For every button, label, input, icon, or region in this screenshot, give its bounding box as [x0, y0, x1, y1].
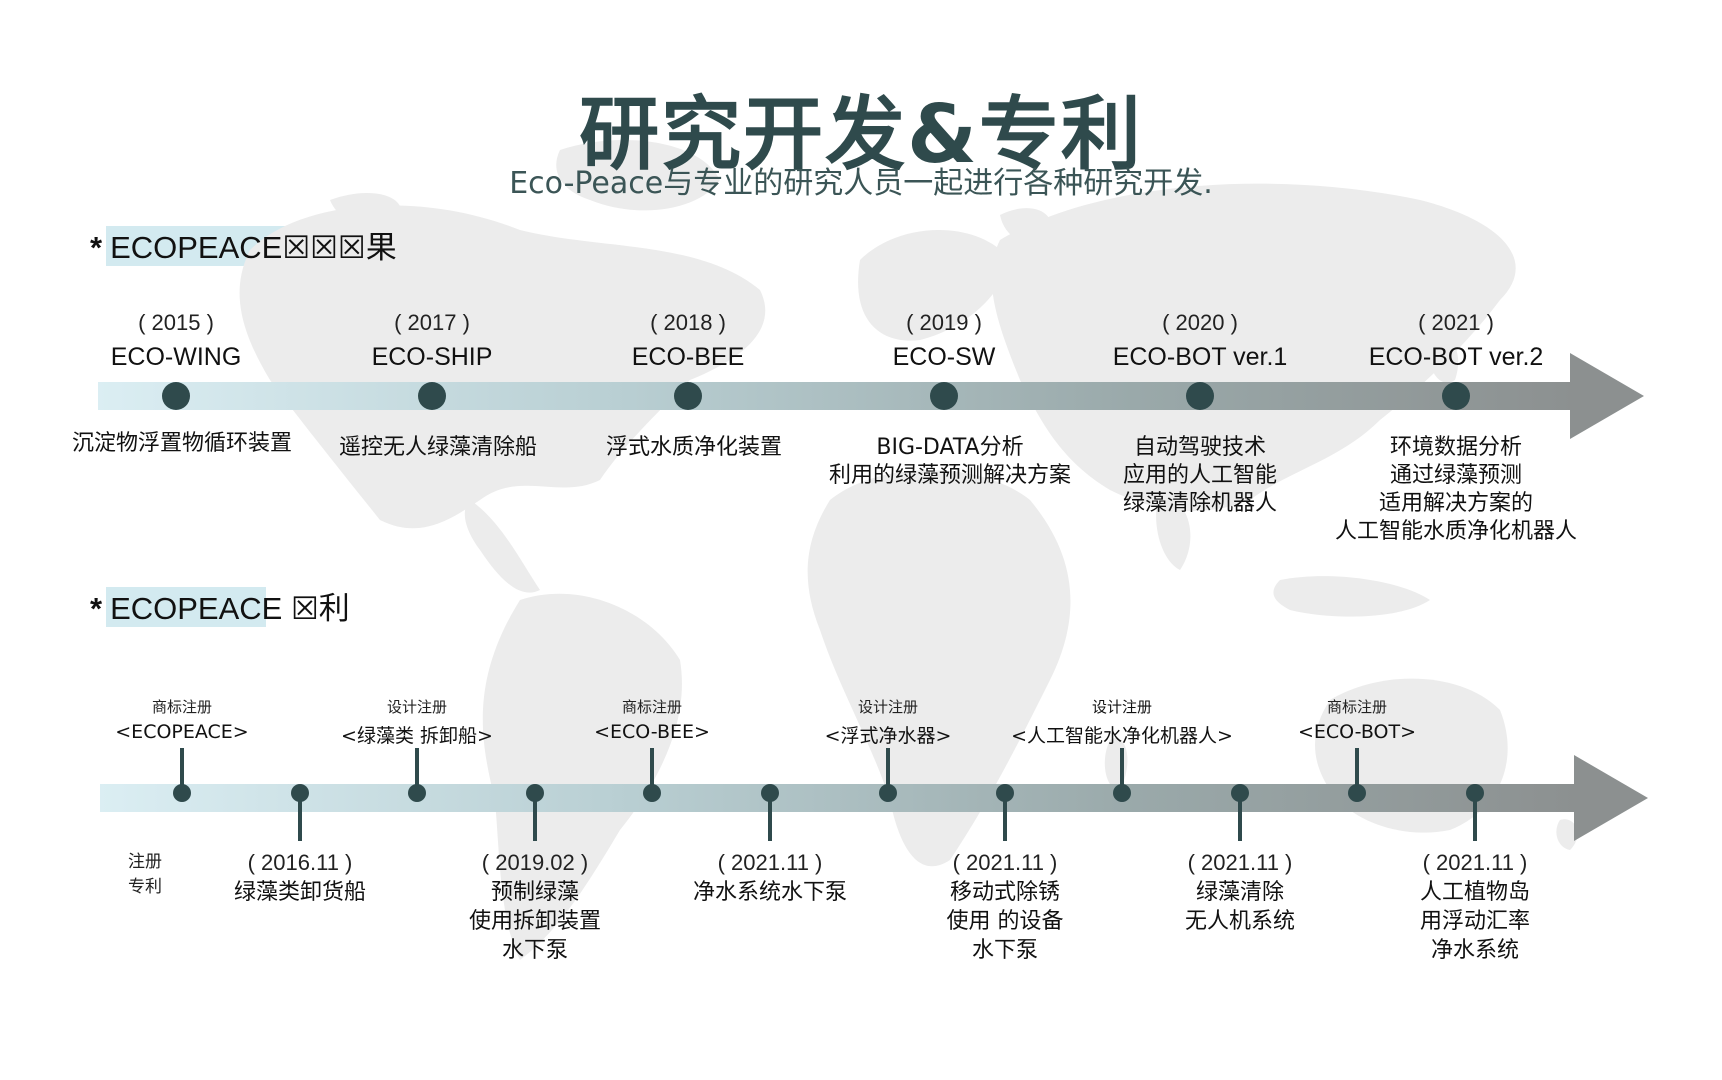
result-name: ECO-SW	[892, 343, 996, 371]
timeline-stem	[298, 796, 302, 841]
section-label: ECOPEACE☒☒☒果	[110, 230, 397, 265]
result-name: ECO-SHIP	[371, 343, 493, 371]
timeline-dot	[1466, 784, 1484, 802]
timeline-stem	[180, 748, 184, 790]
result-year: ( 2015 )	[138, 310, 214, 335]
timeline-arrow-patents	[1574, 755, 1648, 841]
timeline-stem	[1355, 748, 1359, 790]
result-desc: BIG-DATA分析 利用的绿藻预测解决方案	[828, 435, 1072, 488]
result-year: ( 2018 )	[650, 310, 726, 335]
patent-date: ( 2021.11 )	[1422, 850, 1528, 875]
timeline-dot	[1113, 784, 1131, 802]
result-name: ECO-WING	[110, 343, 242, 371]
registration-name: <ECO-BEE>	[594, 721, 710, 743]
timeline-stem	[768, 796, 772, 841]
legend-patent: 专利	[128, 877, 162, 897]
timeline-dot	[930, 382, 958, 410]
timeline-dot	[643, 784, 661, 802]
timeline-stem	[650, 748, 654, 790]
patent-date: ( 2016.11 )	[247, 850, 353, 875]
timeline-stem	[533, 796, 537, 841]
timeline-stem	[415, 748, 419, 790]
page-title: 研究开发&专利	[579, 88, 1143, 181]
timeline-dot	[1348, 784, 1366, 802]
result-desc: 环境数据分析 通过绿藻预测 适用解决方案的 人工智能水质净化机器人	[1334, 435, 1578, 544]
result-desc: 沉淀物浮置物循环装置	[71, 431, 293, 456]
timeline-arrow-results	[1570, 353, 1644, 439]
result-name: ECO-BOT ver.1	[1112, 343, 1288, 371]
timeline-dot	[879, 784, 897, 802]
result-year: ( 2019 )	[906, 310, 982, 335]
patent-desc: 净水系统水下泵	[692, 880, 848, 905]
timeline-dot	[291, 784, 309, 802]
registration-type: 商标注册	[151, 698, 213, 716]
timeline-dot	[418, 382, 446, 410]
patent-desc: 绿藻类卸货船	[233, 880, 367, 905]
patent-date: ( 2021.11 )	[952, 850, 1058, 875]
timeline-bar-results	[98, 382, 1578, 410]
bullet-star: *	[90, 230, 103, 265]
section-heading-patents: * ECOPEACE ☒利	[90, 583, 350, 628]
section-heading-results: * ECOPEACE☒☒☒果	[90, 222, 397, 267]
patent-date: ( 2019.02 )	[481, 850, 589, 875]
result-name: ECO-BOT ver.2	[1368, 343, 1544, 371]
timeline-dot	[996, 784, 1014, 802]
registration-name: <绿藻类 拆卸船>	[341, 725, 493, 747]
patent-desc: 预制绿藻 使用拆卸装置 水下泵	[468, 880, 602, 963]
legend-registration: 注册	[128, 852, 162, 872]
registration-name: <ECOPEACE>	[115, 721, 249, 743]
registration-name: <人工智能水净化机器人>	[1011, 725, 1233, 747]
section-label: ECOPEACE ☒利	[110, 591, 350, 626]
timeline-dot	[674, 382, 702, 410]
timeline-dot	[1442, 382, 1470, 410]
result-year: ( 2021 )	[1418, 310, 1494, 335]
timeline-dot	[761, 784, 779, 802]
result-desc: 浮式水质净化装置	[605, 435, 783, 460]
patent-desc: 绿藻清除 无人机系统	[1184, 880, 1296, 934]
timeline-dot	[526, 784, 544, 802]
timeline-bar-patents	[100, 784, 1580, 812]
result-year: ( 2020 )	[1162, 310, 1238, 335]
timeline-stem	[1003, 796, 1007, 841]
timeline-legend: 注册 专利	[128, 850, 162, 900]
bullet-star: *	[90, 591, 103, 626]
timeline-stem	[1120, 748, 1124, 790]
timeline-dot	[173, 784, 191, 802]
patent-date: ( 2021.11 )	[717, 850, 823, 875]
patent-date: ( 2021.11 )	[1187, 850, 1293, 875]
registration-name: <ECO-BOT>	[1297, 721, 1417, 743]
registration-type: 商标注册	[621, 698, 683, 716]
registration-type: 设计注册	[386, 698, 448, 716]
timeline-dot	[1231, 784, 1249, 802]
registration-type: 设计注册	[1091, 698, 1153, 716]
timeline-stem	[1473, 796, 1477, 841]
timeline-stem	[886, 748, 890, 790]
result-desc: 遥控无人绿藻清除船	[338, 435, 538, 460]
timeline-dot	[1186, 382, 1214, 410]
timeline-stem	[1238, 796, 1242, 841]
registration-type: 设计注册	[857, 698, 919, 716]
patent-desc: 人工植物岛 用浮动汇率 净水系统	[1419, 880, 1531, 963]
result-name: ECO-BEE	[631, 343, 745, 371]
registration-name: <浮式净水器>	[824, 725, 952, 747]
registration-type: 商标注册	[1326, 698, 1388, 716]
patent-desc: 移动式除锈 使用 的设备 水下泵	[946, 880, 1064, 963]
result-desc: 自动驾驶技术 应用的人工智能 绿藻清除机器人	[1122, 435, 1278, 516]
timeline-dot	[408, 784, 426, 802]
timeline-dot	[162, 382, 190, 410]
result-year: ( 2017 )	[394, 310, 470, 335]
page-subtitle: Eco-Peace与专业的研究人员一起进行各种研究开发.	[509, 166, 1213, 201]
